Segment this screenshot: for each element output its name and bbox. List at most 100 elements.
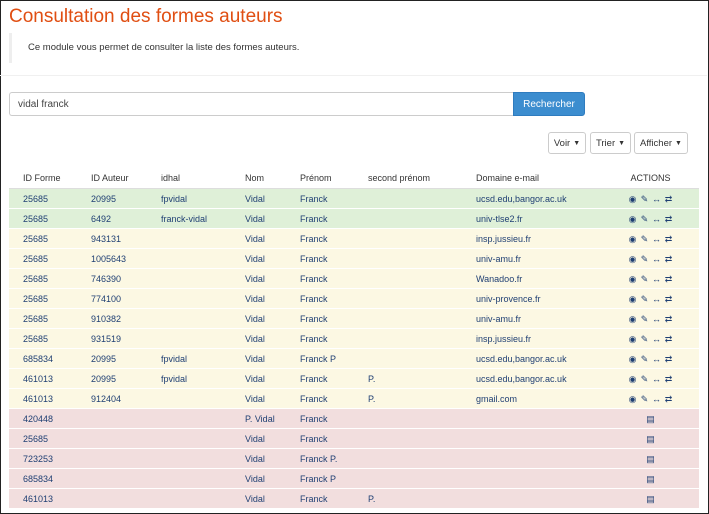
edit-icon[interactable]: ✎ xyxy=(640,273,649,284)
voir-dropdown[interactable]: Voir ▼ xyxy=(548,132,586,154)
swap-icon[interactable]: ⇄ xyxy=(664,353,673,364)
caret-down-icon: ▼ xyxy=(675,139,682,147)
cell-prenom: Franck xyxy=(286,268,354,289)
cell-domaine-email: ucsd.edu,bangor.ac.uk xyxy=(462,348,602,369)
link-icon[interactable]: ↔ xyxy=(652,313,661,324)
actions-group: ◉ ✎ ↔ ⇄ xyxy=(628,193,673,204)
cell-prenom: Franck xyxy=(286,368,354,389)
cell-actions: ◉ ✎ ↔ ⇄ xyxy=(602,388,699,409)
document-icon[interactable]: ▤ xyxy=(646,433,655,444)
document-icon[interactable]: ▤ xyxy=(646,453,655,464)
header-prenom[interactable]: Prénom xyxy=(286,168,354,189)
actions-group: ▤ xyxy=(646,433,655,444)
cell-domaine-email: insp.jussieu.fr xyxy=(462,328,602,349)
edit-icon[interactable]: ✎ xyxy=(640,253,649,264)
trier-dropdown[interactable]: Trier ▼ xyxy=(590,132,631,154)
actions-group: ▤ xyxy=(646,453,655,464)
link-icon[interactable]: ↔ xyxy=(652,333,661,344)
cell-actions: ◉ ✎ ↔ ⇄ xyxy=(602,308,699,329)
search-button[interactable]: Rechercher xyxy=(513,92,585,116)
cell-second-prenom xyxy=(354,228,462,249)
edit-icon[interactable]: ✎ xyxy=(640,393,649,404)
search-input[interactable] xyxy=(9,92,515,116)
swap-icon[interactable]: ⇄ xyxy=(664,213,673,224)
edit-icon[interactable]: ✎ xyxy=(640,293,649,304)
link-icon[interactable]: ↔ xyxy=(652,353,661,364)
cell-nom: Vidal xyxy=(231,228,286,249)
actions-group: ◉ ✎ ↔ ⇄ xyxy=(628,233,673,244)
cell-domaine-email: gmail.com xyxy=(462,388,602,409)
cell-id-forme: 25685 xyxy=(9,248,77,269)
actions-group: ▤ xyxy=(646,413,655,424)
table-body: 25685 20995 fpvidal Vidal Franck ucsd.edu,ban… xyxy=(9,188,699,508)
eye-icon[interactable]: ◉ xyxy=(628,213,637,224)
cell-prenom: Franck P xyxy=(286,468,354,489)
eye-icon[interactable]: ◉ xyxy=(628,393,637,404)
link-icon[interactable]: ↔ xyxy=(652,393,661,404)
link-icon[interactable]: ↔ xyxy=(652,373,661,384)
edit-icon[interactable]: ✎ xyxy=(640,213,649,224)
cell-domaine-email xyxy=(462,468,602,489)
document-icon[interactable]: ▤ xyxy=(646,413,655,424)
link-icon[interactable]: ↔ xyxy=(652,233,661,244)
header-id-auteur[interactable]: ID Auteur xyxy=(77,168,147,189)
swap-icon[interactable]: ⇄ xyxy=(664,193,673,204)
header-id-forme[interactable]: ID Forme xyxy=(9,168,77,189)
eye-icon[interactable]: ◉ xyxy=(628,193,637,204)
document-icon[interactable]: ▤ xyxy=(646,493,655,504)
cell-id-auteur: 943131 xyxy=(77,228,147,249)
swap-icon[interactable]: ⇄ xyxy=(664,333,673,344)
eye-icon[interactable]: ◉ xyxy=(628,313,637,324)
cell-id-forme: 25685 xyxy=(9,188,77,209)
cell-idhal: fpvidal xyxy=(147,348,231,369)
cell-idhal xyxy=(147,388,231,409)
header-domaine-email[interactable]: Domaine e-mail xyxy=(462,168,602,189)
cell-idhal xyxy=(147,328,231,349)
eye-icon[interactable]: ◉ xyxy=(628,353,637,364)
link-icon[interactable]: ↔ xyxy=(652,293,661,304)
cell-actions: ◉ ✎ ↔ ⇄ xyxy=(602,228,699,249)
eye-icon[interactable]: ◉ xyxy=(628,233,637,244)
afficher-label: Afficher xyxy=(640,137,673,149)
caret-down-icon: ▼ xyxy=(573,139,581,147)
edit-icon[interactable]: ✎ xyxy=(640,353,649,364)
cell-id-forme: 25685 xyxy=(9,328,77,349)
swap-icon[interactable]: ⇄ xyxy=(664,293,673,304)
swap-icon[interactable]: ⇄ xyxy=(664,393,673,404)
eye-icon[interactable]: ◉ xyxy=(628,333,637,344)
eye-icon[interactable]: ◉ xyxy=(628,273,637,284)
swap-icon[interactable]: ⇄ xyxy=(664,373,673,384)
cell-actions: ▤ xyxy=(602,468,699,489)
swap-icon[interactable]: ⇄ xyxy=(664,313,673,324)
link-icon[interactable]: ↔ xyxy=(652,193,661,204)
swap-icon[interactable]: ⇄ xyxy=(664,233,673,244)
link-icon[interactable]: ↔ xyxy=(652,213,661,224)
cell-idhal xyxy=(147,248,231,269)
header-nom[interactable]: Nom xyxy=(231,168,286,189)
cell-id-auteur: 20995 xyxy=(77,368,147,389)
eye-icon[interactable]: ◉ xyxy=(628,293,637,304)
cell-actions: ◉ ✎ ↔ ⇄ xyxy=(602,368,699,389)
cell-prenom: Franck xyxy=(286,428,354,449)
edit-icon[interactable]: ✎ xyxy=(640,333,649,344)
afficher-dropdown[interactable]: Afficher ▼ xyxy=(634,132,688,154)
eye-icon[interactable]: ◉ xyxy=(628,373,637,384)
swap-icon[interactable]: ⇄ xyxy=(664,273,673,284)
edit-icon[interactable]: ✎ xyxy=(640,233,649,244)
edit-icon[interactable]: ✎ xyxy=(640,193,649,204)
table-row: 25685 746390 Vidal Franck Wanadoo.fr ◉ ✎ ↔ ⇄ xyxy=(9,268,699,289)
table-row: 25685 6492 franck-vidal Vidal Franck univ-tls… xyxy=(9,208,699,229)
cell-id-auteur xyxy=(77,488,147,508)
link-icon[interactable]: ↔ xyxy=(652,273,661,284)
actions-group: ◉ ✎ ↔ ⇄ xyxy=(628,353,673,364)
swap-icon[interactable]: ⇄ xyxy=(664,253,673,264)
document-icon[interactable]: ▤ xyxy=(646,473,655,484)
eye-icon[interactable]: ◉ xyxy=(628,253,637,264)
header-idhal[interactable]: idhal xyxy=(147,168,231,189)
header-second-prenom[interactable]: second prénom xyxy=(354,168,462,189)
cell-domaine-email: univ-amu.fr xyxy=(462,308,602,329)
edit-icon[interactable]: ✎ xyxy=(640,313,649,324)
edit-icon[interactable]: ✎ xyxy=(640,373,649,384)
cell-actions: ▤ xyxy=(602,428,699,449)
link-icon[interactable]: ↔ xyxy=(652,253,661,264)
